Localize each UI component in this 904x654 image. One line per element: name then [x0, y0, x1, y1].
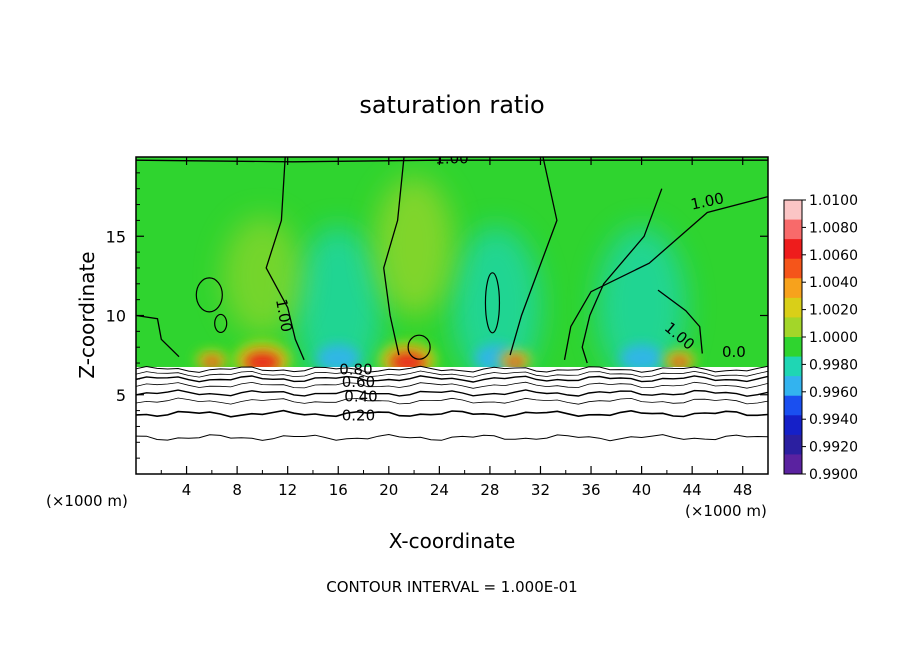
contour-label: 0.40	[344, 387, 377, 405]
contour-label: 1.00	[435, 150, 468, 168]
colorbar-label: 1.0080	[809, 220, 858, 236]
contour-line	[136, 433, 768, 442]
contour-loop	[484, 272, 501, 334]
contour-label: 1.00	[272, 297, 296, 333]
colorbar-swatch	[784, 219, 802, 240]
plot-area: 1.001.001.001.00 0.00.800.600.400.20	[136, 150, 768, 474]
cold-spot	[619, 344, 664, 373]
y-tick-label: 10	[106, 307, 126, 326]
contour-loop	[214, 313, 228, 334]
colorbar-label: 0.9900	[809, 467, 858, 483]
dry-layer	[136, 367, 768, 474]
colorbar-label: 0.9940	[809, 412, 858, 428]
contour-line	[136, 409, 768, 418]
contour-line	[509, 157, 558, 356]
contour-line	[136, 375, 768, 383]
contour-loop	[195, 277, 223, 313]
x-tick-label: 32	[531, 481, 550, 499]
contour-label: 0.0	[722, 343, 746, 361]
contour-line	[581, 188, 663, 364]
x-tick-label: 4	[182, 481, 192, 499]
x-tick-label: 16	[329, 481, 348, 499]
contour-line	[657, 289, 703, 354]
colorbar-swatch	[784, 434, 802, 455]
moist-column	[451, 226, 542, 387]
x-axis: 4 8 12 16 20 24 28 32 36 40 44 48	[160, 157, 752, 499]
moist-column	[293, 226, 384, 387]
contour-line	[136, 314, 180, 358]
x-tick-label: 28	[480, 481, 499, 499]
colorbar-label: 1.0040	[809, 275, 858, 291]
contour-line	[136, 381, 768, 389]
colorbar-label: 0.9960	[809, 385, 858, 401]
contour-loop	[407, 334, 431, 360]
contour-interval-note: CONTOUR INTERVAL = 1.000E-01	[326, 578, 577, 596]
supersaturated-core	[202, 356, 221, 369]
colorbar-swatch	[784, 278, 802, 299]
colorbar-swatch	[784, 376, 802, 397]
colorbar-swatch	[784, 454, 802, 475]
x-tick-label: 12	[278, 481, 297, 499]
x-tick-label: 8	[232, 481, 242, 499]
x-tick-label: 40	[632, 481, 651, 499]
contour-line	[136, 365, 768, 373]
colorbar-swatch	[784, 200, 802, 221]
colorbar-swatch	[784, 258, 802, 279]
supersaturated-core	[670, 356, 689, 369]
x-tick-label: 20	[379, 481, 398, 499]
contour-line	[563, 195, 768, 361]
colorbar: 1.0100 1.0080 1.0060 1.0040 1.0020 1.0000 0.99…	[783, 193, 858, 483]
x-tick-label: 24	[430, 481, 449, 499]
cold-spot	[316, 344, 361, 373]
warm-column	[374, 176, 455, 317]
colorbar-swatch	[784, 415, 802, 436]
contour-line	[265, 157, 305, 361]
x-tick-label: 36	[581, 481, 600, 499]
colorbar-label: 1.0100	[809, 193, 858, 209]
colorbar-swatch	[784, 337, 802, 358]
chart-title: saturation ratio	[359, 91, 544, 119]
warm-column	[222, 216, 303, 337]
y-tick-label: 5	[116, 386, 126, 405]
x-tick-label: 48	[733, 481, 752, 499]
colorbar-swatch	[784, 356, 802, 377]
colorbar-label: 1.0020	[809, 303, 858, 319]
colorbar-swatch	[784, 395, 802, 416]
x-unit-right: (×1000 m)	[685, 502, 767, 520]
colorbar-label: 1.0000	[809, 330, 858, 346]
contour-line	[136, 159, 768, 163]
colorbar-swatch	[784, 239, 802, 260]
x-unit-left: (×1000 m)	[46, 492, 128, 510]
colorbar-swatch	[784, 297, 802, 318]
x-axis-label: X-coordinate	[389, 529, 516, 553]
colorbar-label: 0.9920	[809, 440, 858, 456]
colorbar-swatch	[784, 317, 802, 338]
contour-label: 0.20	[342, 406, 375, 424]
contour-line	[383, 157, 405, 356]
contour-label: 0.80	[339, 360, 372, 378]
colorbar-label: 0.9980	[809, 357, 858, 373]
y-axis-label: Z-coordinate	[75, 251, 99, 378]
contour-line	[136, 370, 768, 378]
y-tick-label: 15	[106, 227, 126, 246]
contour-line	[136, 389, 768, 397]
x-tick-label: 44	[683, 481, 702, 499]
contour-line	[136, 397, 768, 405]
colorbar-label: 1.0060	[809, 248, 858, 264]
contour-label: 0.60	[342, 373, 375, 391]
y-axis: 5 10 15	[106, 172, 768, 459]
supersaturated-core	[506, 356, 525, 369]
